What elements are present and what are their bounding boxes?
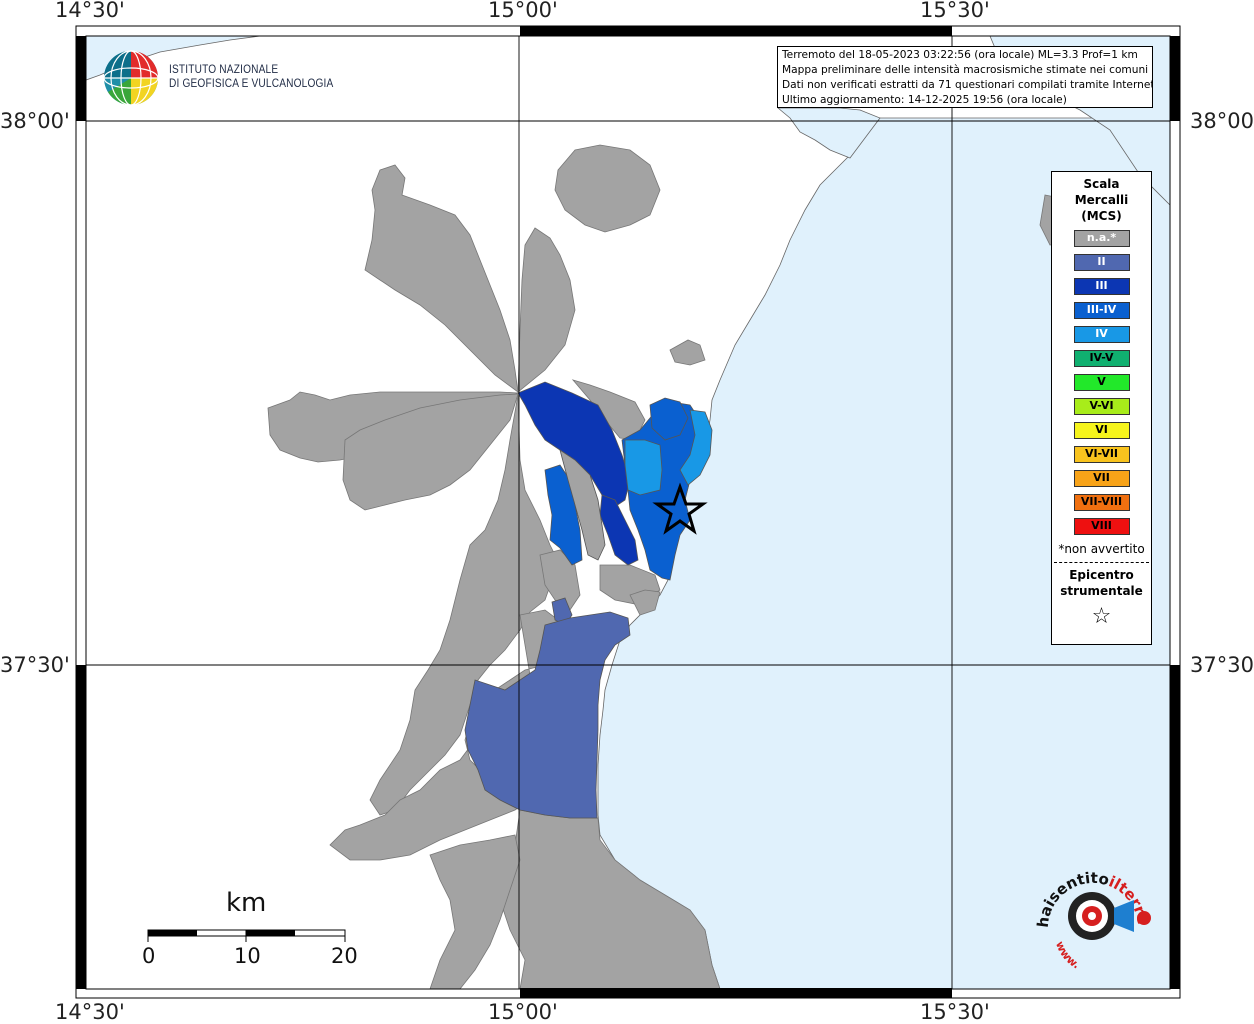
- epicenter-legend-title-2: strumentale: [1060, 584, 1143, 598]
- legend-item: n.a.*: [1073, 230, 1130, 247]
- haisentito-logo-icon: haisentitoilterremoto.it www.: [1026, 858, 1152, 971]
- lon-label-top-2: 15°00': [488, 0, 558, 22]
- info-line-1: Terremoto del 18-05-2023 03:22:56 (ora l…: [782, 49, 1138, 61]
- mcs-legend: Scala Mercalli (MCS) n.a.* II III III-IV IV I…: [1051, 171, 1152, 645]
- graticule: [86, 36, 1170, 989]
- strait-of-messina: [776, 107, 881, 159]
- lat-label-left-1: 38°00': [0, 109, 70, 133]
- legend-item: III: [1073, 278, 1130, 295]
- legend-title-3: (MCS): [1081, 209, 1122, 223]
- event-info-box: Terremoto del 18-05-2023 03:22:56 (ora l…: [777, 46, 1153, 108]
- legend-item: VI-VII: [1073, 446, 1130, 463]
- lon-label-bottom-2: 15°00': [488, 1000, 558, 1024]
- scale-tick-10: 10: [234, 944, 261, 968]
- legend-item: VII-VIII: [1073, 494, 1130, 511]
- epicenter-star-icon: ☆: [1091, 604, 1112, 629]
- legend-item: II: [1073, 254, 1130, 271]
- scale-bar: [147, 929, 346, 942]
- hsit-www: www.: [1053, 939, 1082, 971]
- lat-label-right-1: 38°00': [1190, 109, 1254, 133]
- epicenter-star: [652, 482, 708, 535]
- legend-item: V-VI: [1073, 398, 1130, 415]
- info-line-2: Mappa preliminare delle intensità macros…: [782, 64, 1149, 76]
- municipalities-rated: [464, 381, 713, 819]
- municipalities-na: [267, 144, 1081, 990]
- info-line-4: Ultimo aggiornamento: 14-12-2025 19:56 (…: [782, 94, 1067, 106]
- info-line-3: Dati non verificati estratti da 71 quest…: [782, 79, 1153, 91]
- lat-label-right-2: 37°30': [1190, 653, 1254, 677]
- map-frame: [75, 25, 1181, 999]
- legend-note: *non avvertito: [1054, 542, 1149, 563]
- tyrrhenian-sea: [85, 35, 261, 81]
- ingv-line2: DI GEOFISICA E VULCANOLOGIA: [169, 78, 334, 90]
- ingv-name: ISTITUTO NAZIONALE DI GEOFISICA E VULCAN…: [169, 63, 333, 91]
- lon-label-top-1: 14°30': [55, 0, 125, 22]
- ingv-line1: ISTITUTO NAZIONALE: [169, 64, 279, 76]
- svg-text:www.: www.: [1053, 939, 1082, 971]
- legend-item: VI: [1073, 422, 1130, 439]
- legend-item: VIII: [1073, 518, 1130, 535]
- legend-item: IV: [1073, 326, 1130, 343]
- legend-item: V: [1073, 374, 1130, 391]
- ingv-logo-icon: [103, 50, 159, 106]
- legend-item: III-IV: [1073, 302, 1130, 319]
- scale-unit: km: [226, 888, 267, 918]
- legend-item: VII: [1073, 470, 1130, 487]
- epicenter-legend-title: Epicentro strumentale: [1052, 567, 1151, 599]
- legend-item: IV-V: [1073, 350, 1130, 367]
- epicenter-legend-title-1: Epicentro: [1069, 568, 1134, 582]
- legend-title-1: Scala: [1083, 177, 1120, 191]
- lon-label-top-3: 15°30': [920, 0, 990, 22]
- lat-label-left-2: 37°30': [0, 653, 70, 677]
- legend-title-2: Mercalli: [1074, 193, 1129, 207]
- lon-label-bottom-1: 14°30': [55, 1000, 125, 1024]
- legend-title: Scala Mercalli (MCS): [1052, 176, 1151, 224]
- lon-label-bottom-3: 15°30': [920, 1000, 990, 1024]
- scale-tick-20: 20: [331, 944, 358, 968]
- scale-tick-0: 0: [142, 944, 156, 968]
- legend-items: n.a.* II III III-IV IV IV-V V V-VI VI VI-VII VII VI…: [1052, 230, 1151, 535]
